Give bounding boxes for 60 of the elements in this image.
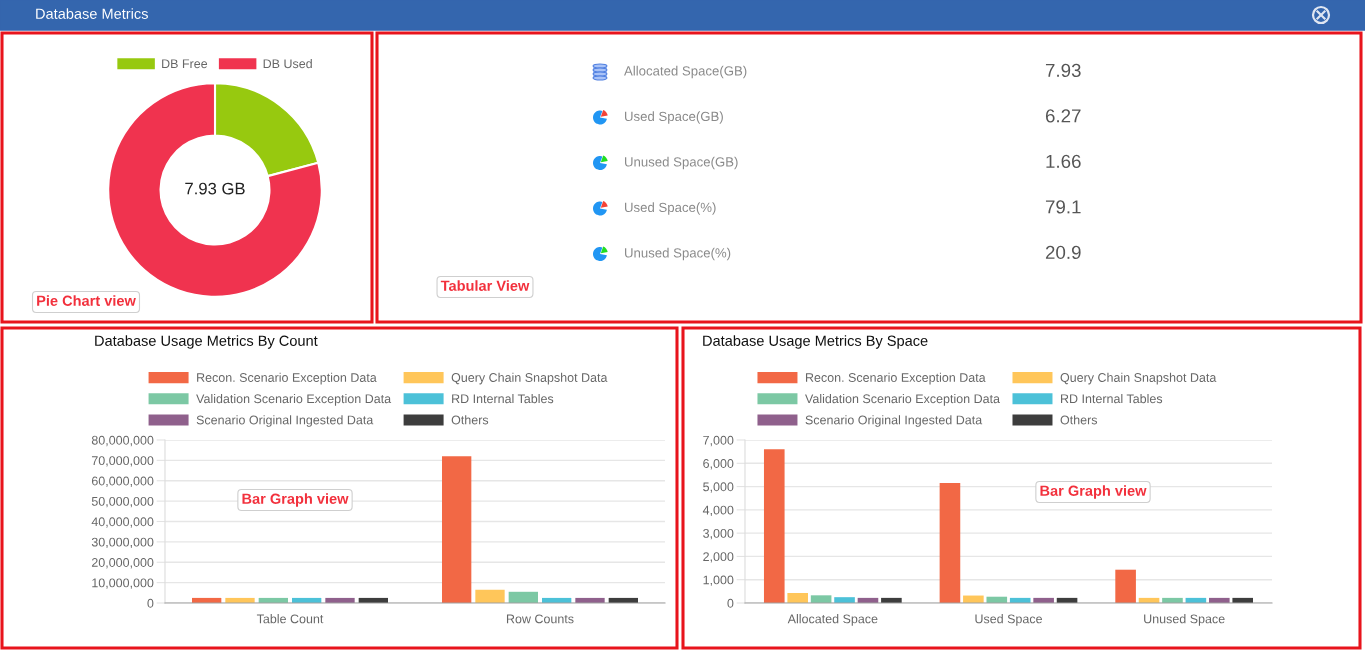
legend-label: Recon. Scenario Exception Data: [805, 372, 986, 385]
legend-label: Scenario Original Ingested Data: [196, 415, 374, 427]
text: Pie Chart view: [37, 295, 136, 306]
y-tick-label: 10,000,000: [92, 578, 154, 589]
bar: [787, 592, 809, 603]
y-tick-label: 2,000: [703, 552, 734, 563]
chart-title: Database Metrics: [36, 8, 148, 19]
y-tick-label: 40,000,000: [91, 517, 154, 528]
bar: [442, 456, 472, 603]
y-tick-label: 0: [727, 598, 734, 608]
y-tick-label: 20,000,000: [91, 558, 154, 569]
legend-label: Scenario Original Ingested Data: [805, 415, 983, 427]
chart-title: Database Usage Metrics By Count: [95, 335, 318, 349]
data-label: 1.66: [1046, 154, 1081, 169]
annotation: Bar Graph view: [1040, 485, 1147, 499]
text: Tabular View: [440, 280, 530, 291]
y-tick-label: 50,000,000: [91, 496, 154, 508]
legend-label: DB Used: [263, 58, 312, 69]
y-tick-label: 60,000,000: [91, 476, 154, 487]
legend-label: Recon. Scenario Exception Data: [197, 372, 377, 385]
legend-label: Query Chain Snapshot Data: [1060, 372, 1217, 385]
y-tick-label: 5,000: [703, 482, 734, 493]
y-tick-label: 1,000: [703, 575, 734, 586]
y-tick-label: 4,000: [702, 505, 734, 516]
y-tick-label: 3,000: [703, 528, 734, 540]
chart-title: Database Usage Metrics By Space: [703, 335, 928, 349]
legend-label: Validation Scenario Exception Data: [196, 393, 392, 406]
x-tick-label: Used Space: [975, 614, 1042, 626]
data-label: 6.27: [1045, 109, 1081, 123]
legend-label: Others: [451, 415, 489, 425]
y-tick-label: 0: [147, 598, 154, 608]
data-label: 20.9: [1045, 245, 1081, 260]
category-label: Allocated Space(GB): [624, 65, 747, 79]
annotation: Bar Graph view: [242, 493, 349, 507]
y-tick-label: 6,000: [703, 459, 734, 470]
x-tick-label: Allocated Space: [787, 614, 878, 626]
legend-label: RD Internal Tables: [1061, 393, 1163, 404]
category-label: Used Space(GB): [625, 111, 723, 124]
data-label: 7.93: [1045, 63, 1081, 78]
y-tick-label: 70,000,000: [91, 456, 154, 467]
category-label: Unused Space(GB): [625, 156, 738, 170]
data-label: 79.1: [1045, 200, 1081, 214]
legend-label: DB Free: [162, 59, 208, 69]
x-tick-label: Table Count: [256, 614, 324, 624]
y-tick-label: 7,000: [703, 435, 734, 447]
legend-label: RD Internal Tables: [452, 393, 554, 404]
x-tick-label: Row Counts: [506, 614, 574, 624]
text: 7.93 GB: [185, 182, 245, 195]
legend-label: Others: [1060, 415, 1098, 425]
bar: [763, 449, 785, 603]
bar: [939, 483, 961, 603]
legend-label: Validation Scenario Exception Data: [805, 393, 1000, 406]
category-label: Unused Space(%): [625, 247, 731, 261]
bar: [1115, 569, 1136, 603]
y-tick-label: 30,000,000: [91, 537, 154, 548]
category-label: Used Space(%): [625, 202, 716, 215]
y-tick-label: 80,000,000: [91, 435, 154, 447]
legend-label: Query Chain Snapshot Data: [451, 372, 608, 385]
x-tick-label: Unused Space: [1144, 614, 1225, 626]
bar: [475, 589, 505, 603]
